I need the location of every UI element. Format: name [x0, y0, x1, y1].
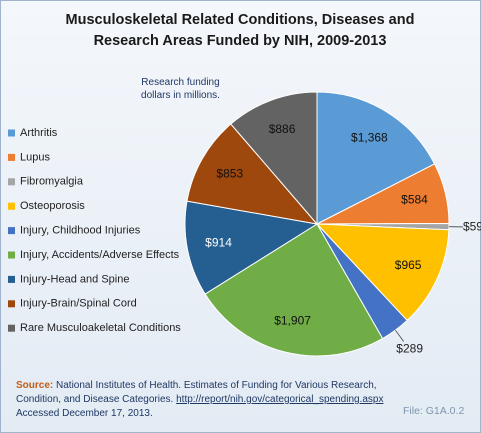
legend-swatch	[8, 300, 15, 308]
legend-label: Injury-Head and Spine	[20, 273, 129, 285]
pie-slice	[204, 223, 384, 357]
pie-slice	[315, 223, 450, 322]
data-label: $965	[395, 258, 422, 272]
data-label: $289	[396, 342, 423, 356]
legend-label: Arthritis	[20, 127, 58, 139]
legend-swatch	[8, 227, 15, 235]
legend-label: Injury-Brain/Spinal Cord	[20, 298, 137, 310]
annotation: Research funding dollars in millions.	[141, 77, 220, 101]
legend-label: Injury, Accidents/Adverse Effects	[20, 249, 180, 261]
data-label: $914	[205, 235, 232, 249]
pie-slice	[230, 91, 318, 226]
chart-title: Musculoskeletal Related Conditions, Dise…	[65, 12, 415, 49]
legend-label: Injury, Childhood Injuries	[20, 225, 141, 237]
source-text: National Institutes of Health. Estimates…	[16, 380, 377, 405]
legend-swatch	[8, 178, 15, 186]
legend-label: Rare Musculoakeletal Conditions	[20, 322, 181, 334]
legend-label: Osteoporosis	[20, 200, 85, 212]
data-label: $1,368	[351, 131, 388, 145]
source-link[interactable]: http://report/nih.gov/categorical_spendi…	[176, 394, 384, 405]
data-label: $853	[216, 167, 243, 181]
legend-swatch	[8, 202, 15, 210]
accessed-date: Accessed December 17, 2013.	[16, 408, 153, 419]
legend-swatch	[8, 324, 15, 332]
data-label: $886	[269, 122, 296, 136]
pie-slice	[184, 200, 319, 295]
data-label: $584	[401, 193, 428, 207]
legend-label: Lupus	[20, 151, 50, 163]
source-label: Source:	[16, 380, 54, 391]
legend-swatch	[8, 275, 15, 283]
pie-slice	[316, 91, 436, 225]
data-label: $1,907	[274, 313, 311, 327]
legend-swatch	[8, 129, 15, 137]
legend-label: Fibromyalgia	[20, 176, 84, 188]
source-note: Source: National Institutes of Health. E…	[16, 379, 396, 421]
leader-line	[395, 329, 405, 342]
data-label: $59	[463, 219, 481, 233]
file-id: File: G1A.0.2	[403, 405, 465, 417]
legend-swatch	[8, 251, 15, 259]
legend-swatch	[8, 153, 15, 161]
pie-slice	[186, 123, 319, 225]
